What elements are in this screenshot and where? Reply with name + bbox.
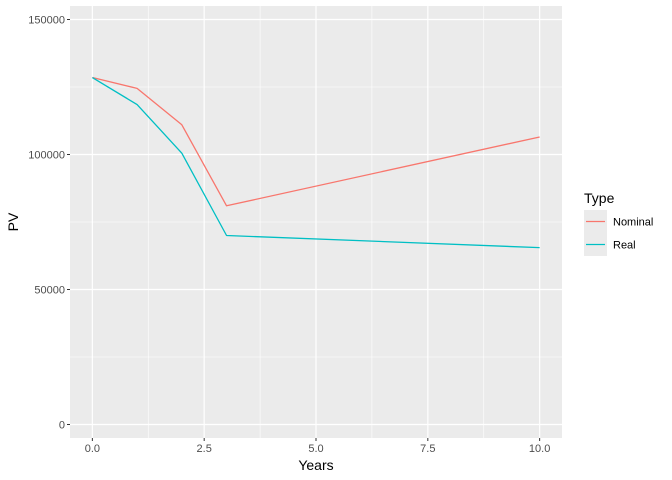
series-lines: [92, 76, 540, 249]
x-tick-labels: 0.0 2.5 5.0 7.5 10.0: [85, 443, 551, 455]
legend: Type Nominal Real: [584, 190, 653, 256]
x-tick-label: 2.5: [197, 443, 212, 455]
y-tick-labels: 0 50000 100000 150000: [28, 15, 65, 432]
y-tick-label: 100000: [28, 150, 65, 162]
x-axis-title: Years: [298, 457, 333, 473]
x-tick-label: 0.0: [85, 443, 100, 455]
legend-item-nominal: Nominal: [584, 210, 653, 233]
legend-label: Nominal: [613, 217, 653, 229]
y-axis-title: PV: [5, 212, 21, 231]
y-tick-label: 150000: [28, 15, 65, 27]
x-tick-label: 5.0: [308, 443, 323, 455]
series-line-real: [92, 76, 540, 249]
y-tick-label: 50000: [34, 285, 65, 297]
x-tick-label: 10.0: [529, 443, 550, 455]
legend-title: Type: [584, 190, 615, 206]
legend-items: Nominal Real: [584, 210, 653, 256]
series-line-nominal: [92, 76, 540, 207]
y-tick-label: 0: [59, 420, 65, 432]
legend-label: Real: [613, 240, 636, 252]
x-tick-label: 7.5: [420, 443, 435, 455]
axis-ticks: [67, 19, 541, 441]
legend-item-real: Real: [584, 233, 636, 256]
